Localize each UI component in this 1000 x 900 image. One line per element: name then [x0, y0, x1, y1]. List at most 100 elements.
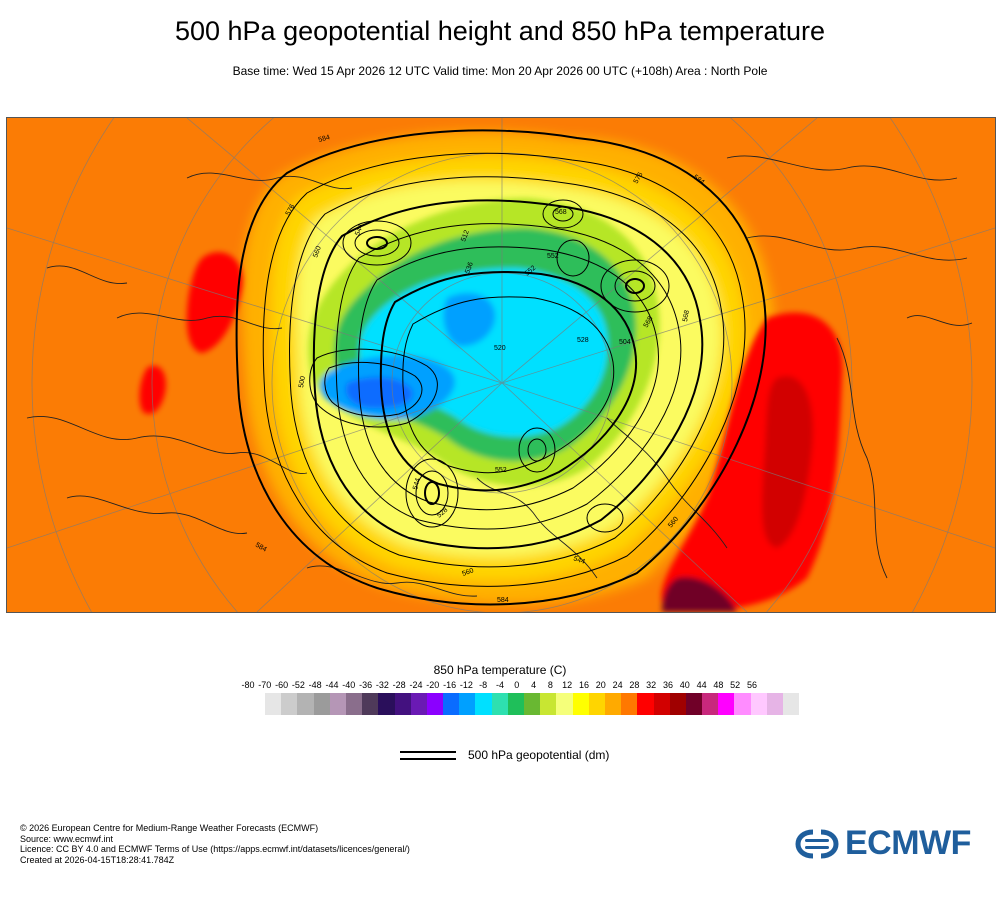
- contour-label: 512: [460, 229, 471, 242]
- colorbar-tick-label: 16: [578, 680, 590, 690]
- contour-label: 576: [285, 203, 297, 217]
- geopotential-legend: 500 hPa geopotential (dm): [400, 748, 609, 762]
- contour-label: 528: [577, 337, 589, 344]
- contour-label: 584: [254, 542, 268, 554]
- colorbar-tick-label: 24: [612, 680, 623, 690]
- colorbar-tick-label: -32: [375, 680, 389, 690]
- colorbar-swatch: [378, 693, 395, 715]
- hot-region-west: [139, 252, 243, 414]
- temperature-legend-title: 850 hPa temperature (C): [433, 663, 567, 677]
- colorbar-tick-label: -60: [275, 680, 289, 690]
- contour-label: 504: [619, 339, 631, 346]
- footer-credits: © 2026 European Centre for Medium-Range …: [20, 823, 410, 865]
- colorbar-tick-label: 40: [679, 680, 690, 690]
- contour-labels: 584 584 576 544 560 512 536 552 520 568 …: [254, 134, 706, 604]
- colorbar-tick-label: 4: [531, 680, 537, 690]
- contour-label: 576: [633, 171, 645, 185]
- colorbar-tick-label: -48: [308, 680, 322, 690]
- colorbar-swatch: [604, 693, 622, 715]
- colorbar-swatch: [653, 693, 670, 715]
- graticule: [7, 118, 995, 612]
- colorbar-tick-label: -12: [459, 680, 473, 690]
- colorbar-swatch: [783, 693, 800, 715]
- hot-region-east: [661, 312, 843, 612]
- colorbar-swatch: [297, 693, 314, 715]
- colorbar-tick-label: -36: [359, 680, 373, 690]
- contour-label: 568: [643, 315, 655, 329]
- chart-title: 500 hPa geopotential height and 850 hPa …: [174, 16, 825, 46]
- colorbar-tick-label: -40: [342, 680, 356, 690]
- geopotential-contours: [235, 129, 767, 606]
- contour-label: 560: [461, 567, 474, 578]
- polar-map[interactable]: 584 584 576 544 560 512 536 552 520 568 …: [6, 117, 996, 613]
- contour-label: 560: [312, 245, 323, 258]
- contour-label: 544: [354, 223, 365, 236]
- colorbar-swatch: [702, 693, 719, 715]
- contour-label: 536: [464, 261, 475, 274]
- colorbar-swatch: [572, 693, 589, 715]
- colorbar-tick-label: 56: [746, 680, 758, 690]
- footer-copyright: © 2026 European Centre for Medium-Range …: [20, 823, 319, 833]
- colorbar-tick-label: -80: [241, 680, 255, 690]
- colorbar-swatch: [540, 693, 557, 715]
- footer-licence: Licence: CC BY 4.0 and ECMWF Terms of Us…: [20, 844, 410, 854]
- colorbar-swatch: [556, 693, 573, 715]
- map-canvas: 584 584 576 544 560 512 536 552 520 568 …: [7, 118, 995, 612]
- colorbar-tick-label: -16: [443, 680, 457, 690]
- contour-label: 500: [298, 376, 307, 389]
- colorbar-swatch: [459, 693, 476, 715]
- contour-label: 568: [555, 209, 567, 216]
- colorbar-tick-label: 52: [730, 680, 741, 690]
- double-line-icon: [400, 750, 456, 760]
- contour-label: 544: [572, 555, 585, 566]
- colorbar-swatch: [750, 693, 767, 715]
- contour-label: 552: [495, 467, 507, 474]
- geopotential-legend-label: 500 hPa geopotential (dm): [468, 748, 610, 762]
- colorbar-tick-label: 12: [562, 680, 573, 690]
- footer-source: Source: www.ecmwf.int: [20, 833, 114, 844]
- colorbar-swatch: [621, 693, 638, 715]
- colorbar-swatch: [637, 693, 654, 715]
- colorbar-tick-label: 48: [713, 680, 724, 690]
- colorbar-tick-label: -4: [495, 680, 505, 690]
- colorbar-swatch: [313, 693, 330, 715]
- colorbar-tick-label: -70: [258, 680, 272, 690]
- ecmwf-logo[interactable]: ECMWF: [795, 824, 971, 863]
- colorbar-swatch: [475, 693, 492, 715]
- colorbar-swatch: [281, 693, 298, 715]
- colorbar-swatch: [766, 693, 783, 715]
- colorbar-tick-label: -52: [291, 680, 305, 690]
- colorbar-swatch: [588, 693, 605, 715]
- colorbar-swatch: [265, 693, 282, 715]
- colorbar-swatch: [329, 693, 346, 715]
- colorbar-swatch: [491, 693, 508, 715]
- colorbar-swatch: [394, 693, 411, 715]
- contour-label: 568: [682, 310, 691, 323]
- colorbar-tick-label: 32: [646, 680, 657, 690]
- colorbar-swatch: [507, 693, 524, 715]
- ecmwf-logo-text: ECMWF: [845, 824, 971, 862]
- temperature-legend-ticks: -80 -70 -60 -52 -48 -44 -40 -36 -32 -28 -24 -20 -16-…: [0, 680, 1000, 692]
- colorbar-swatch: [443, 693, 460, 715]
- colorbar-swatch: [345, 693, 363, 715]
- colorbar-swatch: [524, 693, 541, 715]
- temperature-colorbar: [265, 693, 800, 715]
- colorbar-swatch: [669, 693, 686, 715]
- colorbar-tick-label: 20: [595, 680, 606, 690]
- contour-label: 552: [547, 253, 559, 260]
- contour-label: 544: [412, 477, 422, 490]
- footer-created: Created at 2026-04-15T18:28:41.784Z: [20, 854, 175, 865]
- colorbar-tick-label: 0: [514, 680, 520, 690]
- contour-label: 584: [497, 597, 509, 604]
- colorbar-tick-label: -20: [426, 680, 440, 690]
- colorbar-swatch: [734, 693, 751, 715]
- colorbar-tick-label: -44: [325, 680, 339, 690]
- colorbar-tick-label: -28: [392, 680, 406, 690]
- colorbar-tick-label: 36: [662, 680, 674, 690]
- colorbar-tick-label: 8: [547, 680, 553, 690]
- ecmwf-logo-icon: [795, 829, 839, 858]
- colorbar-swatch: [718, 693, 735, 715]
- contour-label: 520: [494, 345, 506, 352]
- colorbar-swatch: [685, 693, 703, 715]
- colorbar-tick-label: -24: [409, 680, 423, 690]
